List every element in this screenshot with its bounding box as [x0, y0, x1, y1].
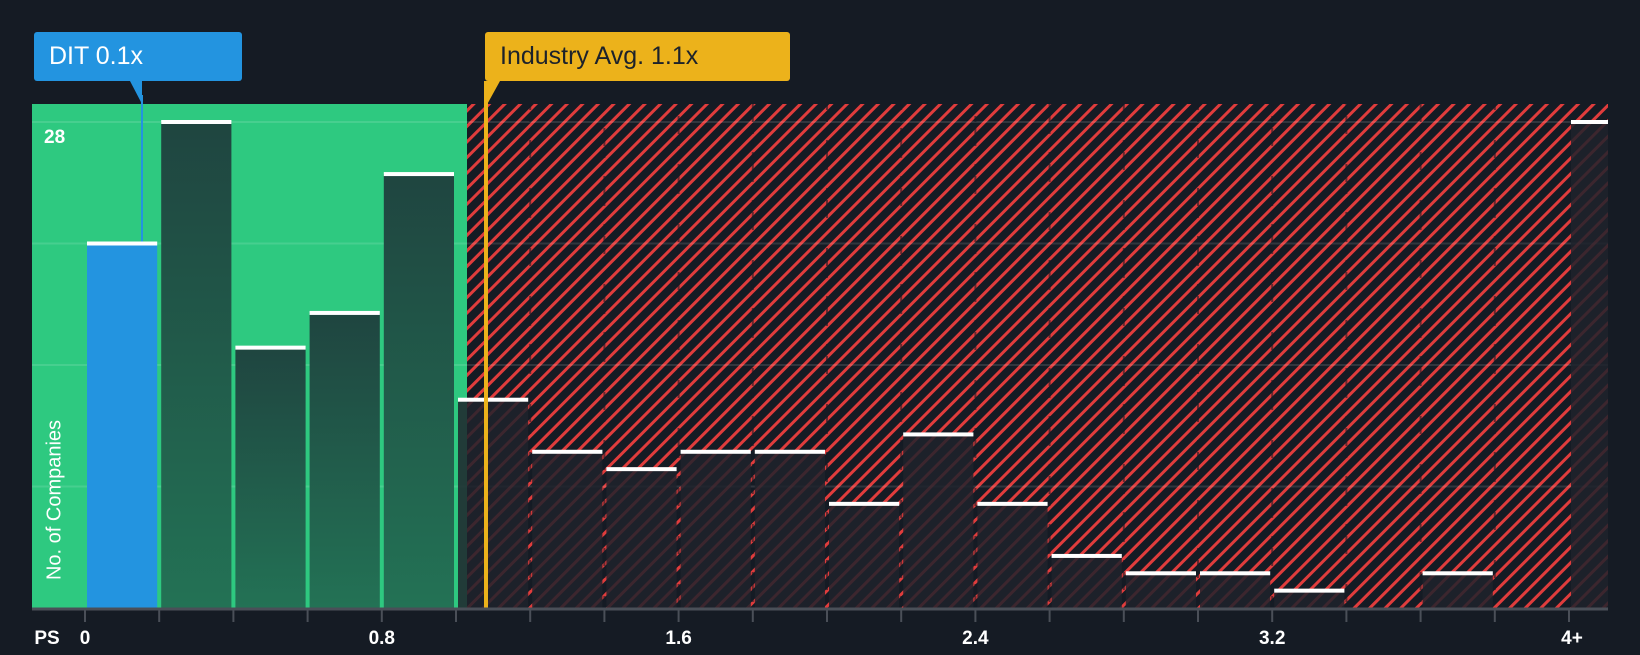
bar-cap	[754, 449, 825, 454]
histogram-bar	[1051, 555, 1122, 608]
bar-cap	[1571, 120, 1608, 124]
bar-cap	[458, 397, 529, 402]
bar-cap	[680, 449, 751, 454]
histogram-bar	[977, 503, 1048, 608]
bar-cap	[309, 310, 380, 315]
histogram-bar	[903, 434, 974, 608]
bar-cap	[161, 120, 232, 124]
histogram-bar	[1274, 590, 1345, 608]
histogram-bar	[235, 347, 306, 608]
company-callout-label: DIT 0.1x	[49, 42, 144, 70]
company-callout: DIT 0.1x	[34, 32, 242, 81]
histogram-bar	[1200, 573, 1271, 608]
x-tick-label: 0	[79, 628, 91, 649]
bar-cap	[903, 432, 974, 437]
bar-cap	[1125, 571, 1196, 576]
bar-cap	[606, 467, 677, 472]
histogram-bar	[87, 243, 158, 608]
x-axis-prefix: PS	[34, 628, 60, 649]
industry-avg-callout: Industry Avg. 1.1x	[485, 32, 790, 81]
y-axis-top-label: 28	[44, 127, 66, 148]
bar-cap	[87, 241, 158, 246]
histogram-bar	[309, 312, 380, 608]
histogram-bar	[1125, 573, 1196, 608]
histogram-bar	[161, 122, 232, 608]
bar-cap	[1422, 571, 1493, 576]
bar-cap	[1274, 588, 1345, 593]
bar-cap	[532, 449, 603, 454]
x-tick-label: 4+	[1561, 628, 1583, 649]
bar-cap	[977, 501, 1048, 506]
y-axis-title: No. of Companies	[43, 419, 66, 581]
bar-cap	[1051, 553, 1122, 558]
histogram-bar	[1571, 122, 1608, 608]
histogram-bar	[458, 399, 529, 608]
bar-cap	[383, 172, 454, 177]
industry-callout-pointer	[484, 81, 500, 110]
histogram-bar	[829, 503, 900, 608]
histogram-bar	[606, 469, 677, 608]
bar-cap	[1200, 571, 1271, 576]
x-tick-label: 3.2	[1258, 628, 1286, 649]
company-callout-pointer	[130, 81, 142, 104]
histogram-bar	[383, 174, 454, 609]
x-tick-label: 0.8	[368, 628, 396, 649]
x-tick-label: 1.6	[665, 628, 692, 649]
bar-cap	[235, 345, 306, 350]
histogram-bar	[1422, 573, 1493, 608]
histogram-bar	[754, 451, 825, 608]
x-tick-label: 2.4	[962, 628, 989, 649]
bar-cap	[829, 501, 900, 506]
histogram-bar	[680, 451, 751, 608]
industry-avg-callout-label: Industry Avg. 1.1x	[500, 42, 699, 70]
histogram-bar	[532, 451, 603, 608]
